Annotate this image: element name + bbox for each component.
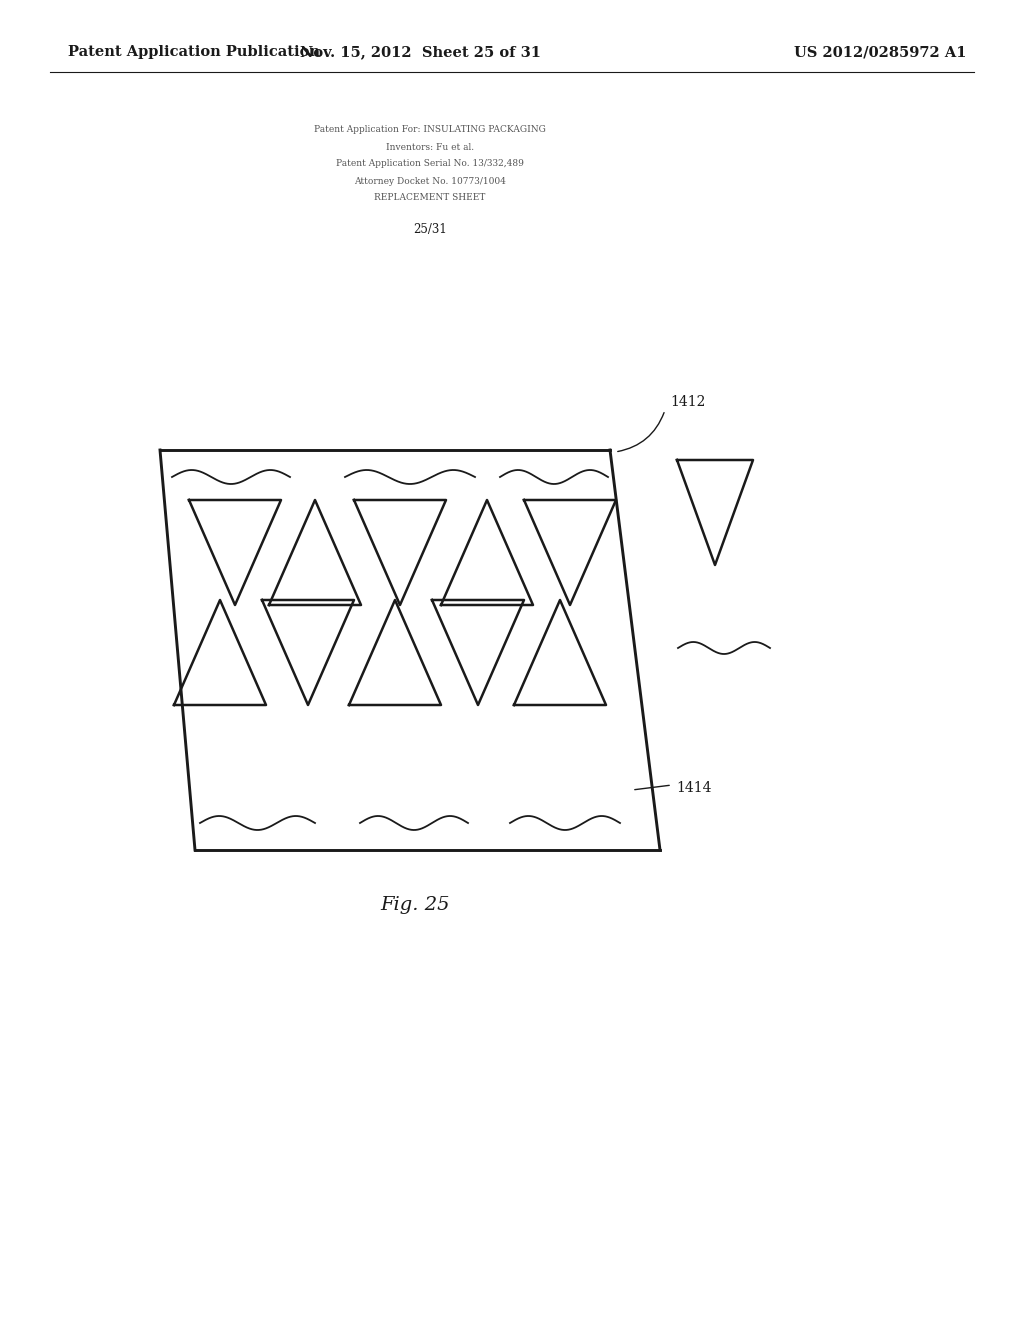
Text: US 2012/0285972 A1: US 2012/0285972 A1 (794, 45, 967, 59)
Text: Fig. 25: Fig. 25 (380, 896, 450, 913)
Text: 25/31: 25/31 (413, 223, 446, 236)
Text: 1412: 1412 (670, 395, 706, 409)
Text: Inventors: Fu et al.: Inventors: Fu et al. (386, 143, 474, 152)
Text: Patent Application For: INSULATING PACKAGING: Patent Application For: INSULATING PACKA… (314, 125, 546, 135)
Text: Patent Application Publication: Patent Application Publication (68, 45, 319, 59)
Text: Patent Application Serial No. 13/332,489: Patent Application Serial No. 13/332,489 (336, 160, 524, 169)
Text: 1414: 1414 (676, 781, 712, 795)
Text: Nov. 15, 2012  Sheet 25 of 31: Nov. 15, 2012 Sheet 25 of 31 (299, 45, 541, 59)
Text: Attorney Docket No. 10773/1004: Attorney Docket No. 10773/1004 (354, 177, 506, 186)
Text: REPLACEMENT SHEET: REPLACEMENT SHEET (375, 194, 485, 202)
